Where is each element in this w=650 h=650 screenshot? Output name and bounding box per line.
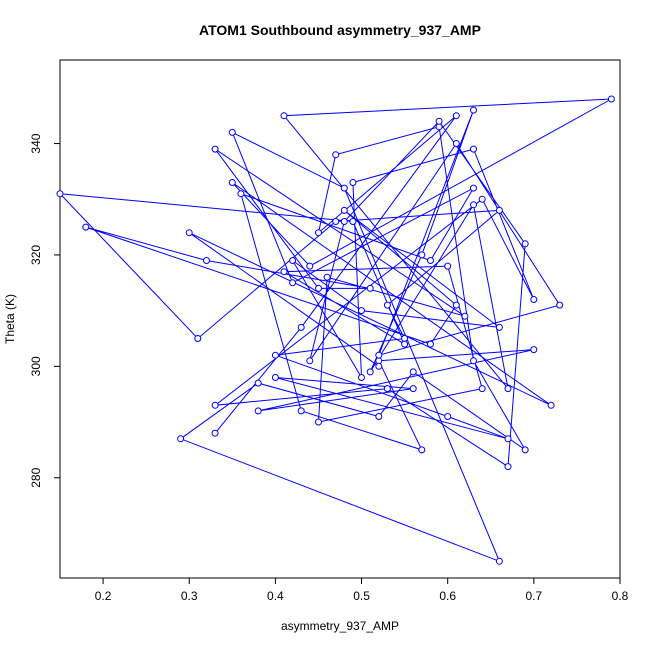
data-point — [340, 206, 348, 214]
data-point — [435, 117, 443, 125]
data-point — [332, 218, 340, 225]
data-point — [427, 340, 434, 348]
data-point — [211, 145, 219, 153]
data-point — [495, 323, 503, 331]
x-tick-label: 0.7 — [526, 589, 543, 603]
data-point — [418, 251, 426, 259]
data-point — [280, 112, 288, 120]
x-tick-label: 0.3 — [181, 589, 198, 603]
data-point — [401, 340, 409, 348]
data-point — [254, 407, 262, 415]
data-point — [349, 179, 357, 186]
series-layer — [56, 95, 615, 565]
data-point — [530, 346, 538, 354]
data-point — [478, 385, 486, 393]
data-point — [547, 401, 555, 409]
chart-title: ATOM1 Southbound asymmetry_937_AMP — [199, 22, 481, 38]
x-tick-label: 0.5 — [353, 589, 370, 603]
data-point — [427, 257, 434, 264]
data-point — [521, 446, 529, 454]
data-point — [323, 273, 331, 281]
data-point — [495, 557, 503, 565]
data-point — [470, 145, 477, 153]
data-point — [452, 140, 460, 147]
data-point — [228, 179, 236, 186]
data-point — [194, 335, 202, 342]
data-point — [332, 151, 340, 159]
data-point — [504, 435, 512, 443]
data-point — [289, 257, 297, 264]
data-point — [470, 106, 477, 114]
y-tick-label: 340 — [29, 133, 43, 153]
data-point — [470, 357, 477, 365]
data-point — [452, 112, 460, 120]
data-point — [349, 218, 357, 225]
y-tick-label: 320 — [29, 245, 43, 265]
data-point — [375, 351, 383, 359]
plot-frame — [59, 59, 621, 579]
data-point — [366, 368, 374, 376]
data-point — [504, 385, 512, 393]
data-point — [315, 284, 322, 292]
data-point — [340, 218, 348, 225]
data-point — [254, 379, 262, 387]
data-point — [383, 301, 391, 309]
x-tick-label: 0.4 — [267, 589, 284, 603]
data-point — [478, 195, 486, 203]
y-axis-label: Theta (K) — [3, 294, 17, 344]
data-point — [82, 223, 90, 231]
data-point — [470, 184, 477, 192]
x-tick-label: 0.2 — [95, 589, 112, 603]
data-point — [495, 206, 503, 214]
data-point — [211, 429, 219, 437]
x-axis: 0.2 0.3 0.4 0.5 0.6 0.7 0.8 — [95, 578, 629, 603]
data-point — [315, 418, 322, 426]
x-tick-label: 0.6 — [439, 589, 456, 603]
x-tick-label: 0.8 — [612, 589, 629, 603]
data-point — [461, 312, 469, 320]
data-point — [366, 284, 374, 292]
data-point — [556, 301, 564, 309]
data-point — [297, 407, 305, 415]
data-point — [358, 307, 365, 315]
data-point — [444, 413, 452, 420]
data-point — [375, 413, 383, 420]
y-axis: 280 300 320 340 — [29, 133, 60, 488]
data-point — [203, 257, 210, 264]
data-point — [530, 296, 538, 303]
data-point — [409, 368, 417, 376]
data-point — [237, 190, 245, 198]
data-point — [504, 463, 512, 471]
data-point — [607, 95, 615, 103]
data-point — [228, 128, 236, 136]
data-point — [271, 374, 279, 381]
data-point — [409, 385, 417, 393]
data-point — [306, 262, 314, 270]
data-point — [444, 262, 452, 270]
data-point — [280, 268, 288, 276]
data-point — [185, 229, 193, 237]
series-line — [58, 98, 612, 563]
data-point — [306, 357, 314, 365]
data-point — [470, 201, 477, 209]
data-point — [375, 362, 383, 370]
data-point — [452, 301, 460, 309]
x-axis-label: asymmetry_937_AMP — [281, 619, 399, 633]
data-point — [358, 374, 365, 381]
data-point — [521, 240, 529, 248]
data-point — [211, 401, 219, 409]
data-point — [289, 279, 297, 287]
data-point — [315, 229, 322, 237]
data-point — [56, 190, 64, 198]
data-point — [297, 323, 305, 331]
y-tick-label: 280 — [29, 467, 43, 487]
y-tick-label: 300 — [29, 356, 43, 376]
data-point — [340, 184, 348, 192]
data-point — [177, 435, 185, 443]
data-point — [271, 351, 279, 359]
data-point — [383, 385, 391, 393]
data-point — [418, 446, 426, 454]
